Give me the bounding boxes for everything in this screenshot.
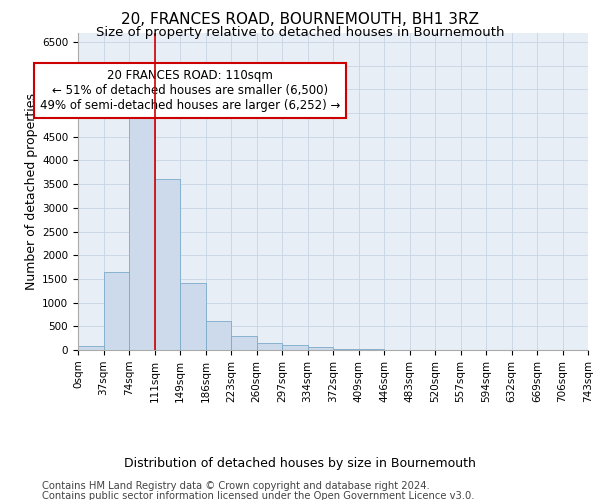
Bar [78,346,104,350]
Text: 20 FRANCES ROAD: 110sqm
← 51% of detached houses are smaller (6,500)
49% of semi: 20 FRANCES ROAD: 110sqm ← 51% of detache… [40,69,340,112]
Bar [231,336,257,350]
Bar [205,321,231,350]
Bar [104,272,129,350]
Text: Distribution of detached houses by size in Bournemouth: Distribution of detached houses by size … [124,458,476,470]
Text: Contains HM Land Registry data © Crown copyright and database right 2024.: Contains HM Land Registry data © Crown c… [42,481,430,491]
Bar [257,343,282,350]
Bar [155,180,180,350]
Bar [129,110,155,350]
Bar [180,282,205,350]
Text: Contains public sector information licensed under the Open Government Licence v3: Contains public sector information licen… [42,491,475,500]
Bar [282,346,308,350]
Text: Size of property relative to detached houses in Bournemouth: Size of property relative to detached ho… [96,26,504,39]
Bar [333,348,359,350]
Bar [308,348,333,350]
Text: 20, FRANCES ROAD, BOURNEMOUTH, BH1 3RZ: 20, FRANCES ROAD, BOURNEMOUTH, BH1 3RZ [121,12,479,28]
Y-axis label: Number of detached properties: Number of detached properties [25,93,38,290]
